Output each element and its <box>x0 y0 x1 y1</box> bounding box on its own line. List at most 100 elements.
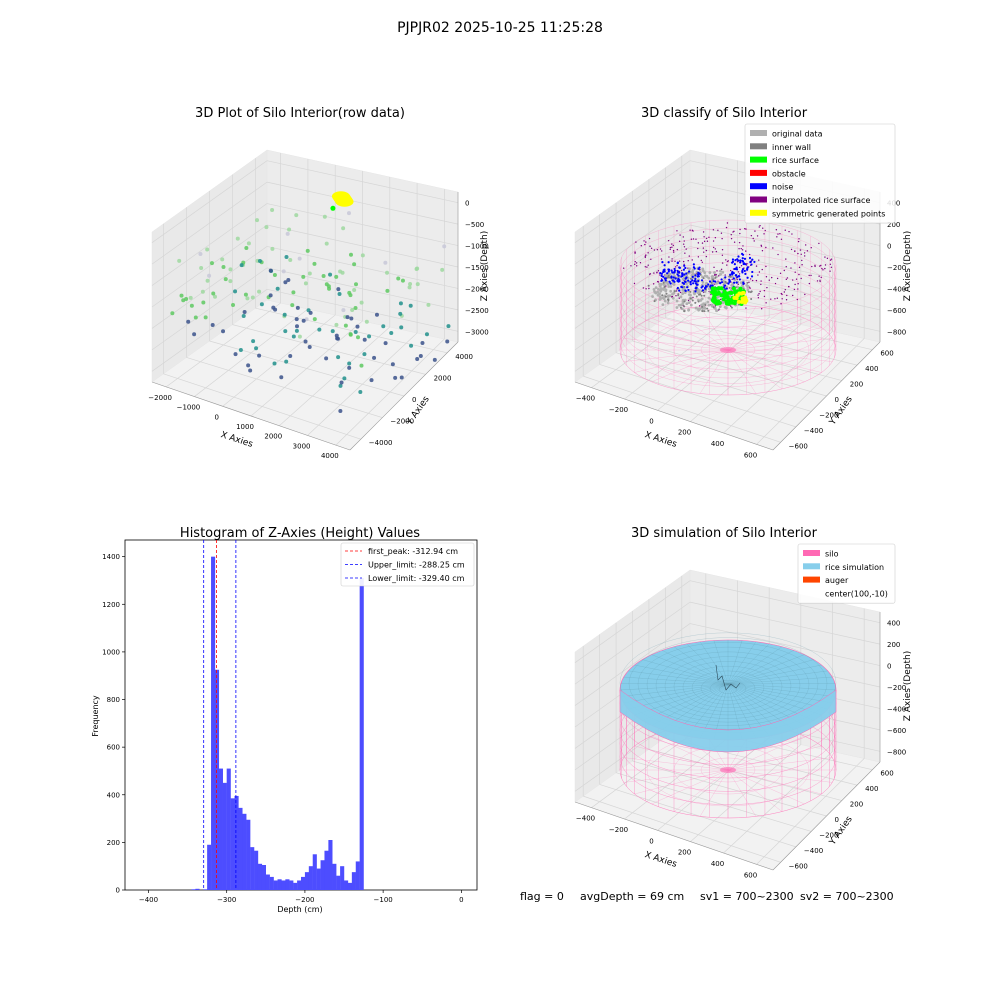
classify-wall-point <box>683 285 686 288</box>
classify-rice-point <box>716 286 721 291</box>
classify-original-point <box>702 302 706 306</box>
classify-interpolated-point <box>675 295 677 297</box>
classify-interpolated-point <box>736 278 738 280</box>
classify-interpolated-point <box>644 266 647 268</box>
classify-rice-point <box>727 290 732 295</box>
classify-wall-point <box>701 310 704 313</box>
raw-scatter-point <box>321 274 326 279</box>
classify-interpolated-point <box>669 246 672 249</box>
classify-interpolated-point <box>712 240 715 242</box>
classify-wall-point <box>730 306 733 309</box>
classify-noise-point <box>700 279 704 282</box>
raw-scatter-point <box>294 317 299 322</box>
raw-scatter-point <box>257 353 262 358</box>
classify-interpolated-point <box>659 248 662 250</box>
classify-interpolated-point <box>779 233 781 235</box>
raw-scatter-point <box>347 365 352 370</box>
classify-interpolated-point <box>754 230 756 232</box>
classify-interpolated-point <box>672 244 675 247</box>
classify-interpolated-point <box>725 259 727 261</box>
classify-xtick: −200 <box>609 406 628 414</box>
classify-original-point <box>698 307 701 311</box>
classify-interpolated-point <box>751 279 754 282</box>
classify-interpolated-point <box>678 240 681 243</box>
classify-interpolated-point <box>797 240 800 243</box>
classify-noise-point <box>693 279 696 283</box>
classify-interpolated-point <box>705 249 708 252</box>
histogram-bar <box>351 872 356 890</box>
classify-interpolated-point <box>697 242 700 244</box>
classify-noise-point <box>670 275 673 278</box>
simulation-rice-mesh-spoke <box>642 659 729 685</box>
classify-xtick: 0 <box>649 417 653 425</box>
classify-interpolated-point <box>678 297 680 299</box>
classify-interpolated-point <box>741 249 744 251</box>
simulation-ytick: −200 <box>819 831 838 839</box>
raw-scatter-point <box>359 300 364 305</box>
classify-interpolated-point <box>756 235 759 237</box>
classify-symmetric-point <box>732 295 737 300</box>
classify-interpolated-point <box>800 253 802 256</box>
classify-interpolated-point <box>697 247 699 250</box>
classify-wall-point <box>653 300 656 303</box>
classify-original-point <box>746 288 750 292</box>
classify-interpolated-point <box>810 274 812 277</box>
classify-interpolated-point <box>649 245 651 247</box>
raw-xtick: −2000 <box>148 394 172 402</box>
status-flag: flag = 0 <box>520 890 564 903</box>
raw-scatter-point <box>200 289 205 294</box>
classify-interpolated-point <box>818 242 820 245</box>
classify-interpolated-point <box>731 278 733 281</box>
histogram-bar <box>203 889 208 890</box>
classify-interpolated-point <box>784 288 787 291</box>
simulation-legend-label: silo <box>825 550 839 559</box>
classify-original-point <box>658 284 662 288</box>
histogram-bar <box>242 813 247 890</box>
raw-scatter-point <box>326 284 331 289</box>
classify-interpolated-point <box>744 227 746 230</box>
status-line: flag = 0 avgDepth = 69 cm sv1 = 700~2300… <box>520 890 894 903</box>
classify-noise-point <box>720 278 723 281</box>
classify-interpolated-point <box>822 269 824 271</box>
classify-wall-point <box>662 281 665 284</box>
raw-scatter-point <box>246 241 251 246</box>
simulation-xtick: −200 <box>609 826 628 834</box>
raw-scatter-point <box>212 294 217 299</box>
simulation-rice-mesh-spoke <box>727 664 822 685</box>
classify-interpolated-point <box>674 260 676 262</box>
classify-zlabel: Z Axies (Depth) <box>903 231 913 302</box>
classify-original-point <box>687 308 691 311</box>
raw-ztick: −500 <box>465 221 484 229</box>
classify-interpolated-point <box>762 227 764 229</box>
classify-interpolated-point <box>795 278 798 280</box>
classify-silo-floor-ring <box>646 316 810 384</box>
classify-wall-point <box>698 293 701 296</box>
classify-interpolated-point <box>801 264 803 266</box>
classify-noise-point <box>663 264 666 267</box>
raw-scatter-point <box>312 261 317 266</box>
classify-interpolated-point <box>797 288 799 290</box>
classify-interpolated-point <box>714 305 717 307</box>
simulation-rice-mesh-spoke <box>727 654 805 685</box>
classify-interpolated-point <box>630 265 632 267</box>
histogram-xtick-label: 0 <box>459 896 463 904</box>
classify-noise-point <box>664 277 667 280</box>
classify-interpolated-point <box>798 266 801 269</box>
classify-interpolated-point <box>806 250 809 252</box>
classify-interpolated-point <box>748 253 751 256</box>
simulation-rice-mesh-spoke <box>727 683 837 691</box>
classify-interpolated-point <box>780 238 783 240</box>
classify-wall-point <box>661 294 664 297</box>
classify-noise-point <box>692 282 695 285</box>
classify-ztick: 200 <box>887 221 900 229</box>
classify-wall-point <box>728 275 731 278</box>
classify-noise-point <box>673 271 676 274</box>
raw-scatter-point <box>179 293 184 298</box>
classify-noise-point <box>667 261 670 264</box>
histogram-bar <box>359 578 364 890</box>
classify-legend-swatch <box>750 156 767 163</box>
classify-original-point <box>672 283 676 286</box>
classify-original-point <box>685 302 689 306</box>
classify-interpolated-point <box>692 238 695 240</box>
histogram-title: Histogram of Z-Axies (Height) Values <box>180 526 420 541</box>
